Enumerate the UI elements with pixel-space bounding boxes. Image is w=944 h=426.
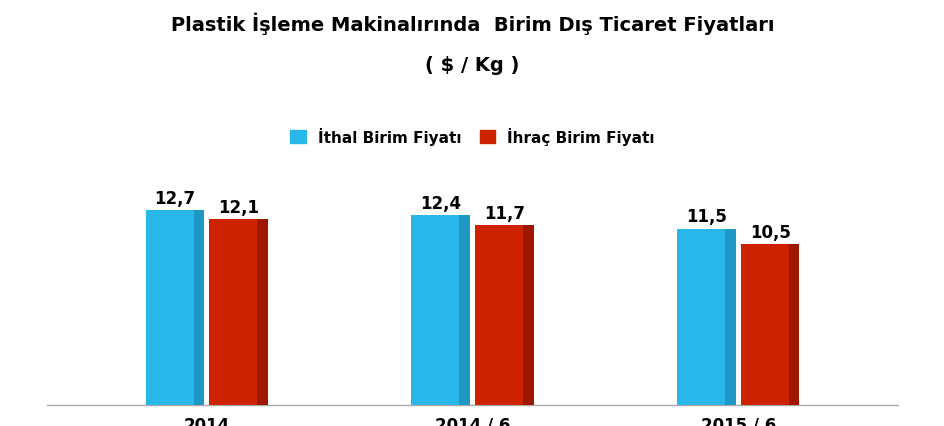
Text: 12,4: 12,4 xyxy=(419,194,461,212)
Text: 12,7: 12,7 xyxy=(154,190,195,207)
Bar xyxy=(210,220,267,405)
Bar xyxy=(257,220,267,405)
Bar xyxy=(740,244,799,405)
Text: ( $ / Kg ): ( $ / Kg ) xyxy=(425,55,519,74)
Bar xyxy=(145,211,204,405)
Text: 10,5: 10,5 xyxy=(749,223,790,241)
Text: Plastik İşleme Makinalırında  Birim Dış Ticaret Fiyatları: Plastik İşleme Makinalırında Birim Dış T… xyxy=(171,13,773,35)
Legend: İthal Birim Fiyatı, İhraç Birim Fiyatı: İthal Birim Fiyatı, İhraç Birim Fiyatı xyxy=(285,123,659,150)
Bar xyxy=(411,215,469,405)
Bar xyxy=(724,229,734,405)
Bar xyxy=(523,226,533,405)
Bar xyxy=(459,215,469,405)
Text: 12,1: 12,1 xyxy=(218,199,259,217)
Bar xyxy=(677,229,734,405)
Bar xyxy=(788,244,799,405)
Bar xyxy=(475,226,533,405)
Bar xyxy=(194,211,204,405)
Text: 11,5: 11,5 xyxy=(685,208,726,226)
Text: 11,7: 11,7 xyxy=(483,205,524,223)
